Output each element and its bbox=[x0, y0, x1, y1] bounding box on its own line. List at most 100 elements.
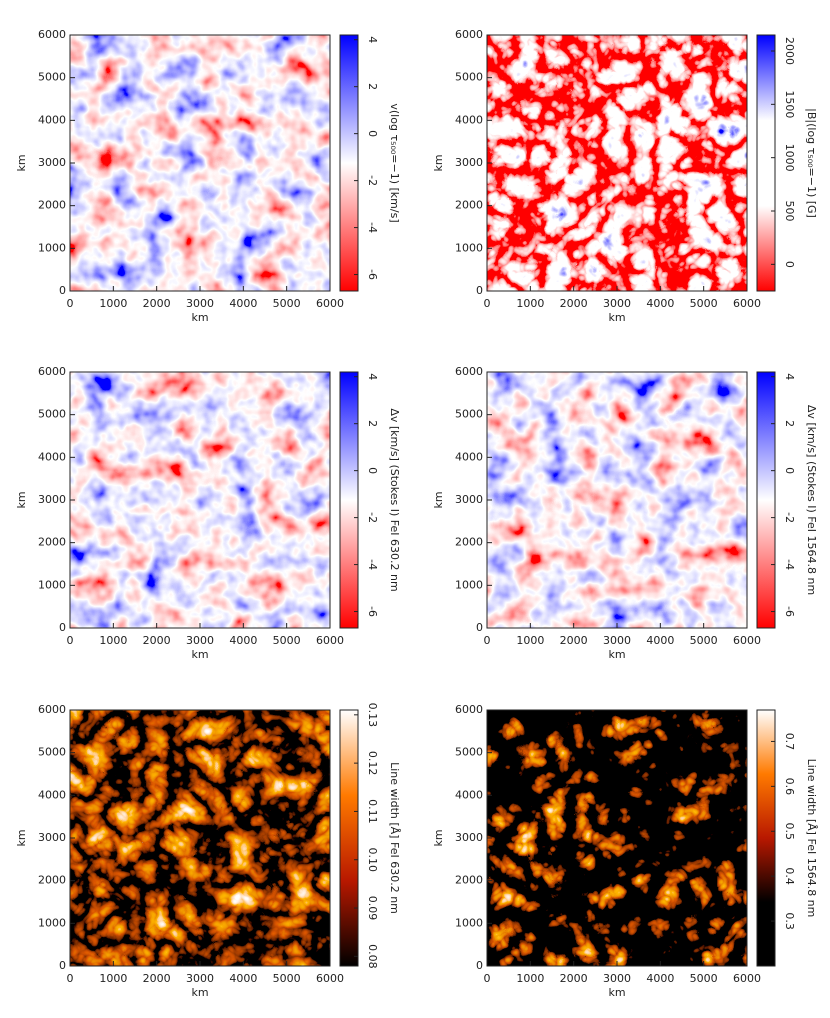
heatmap-image bbox=[487, 372, 747, 628]
x-tick-label: 5000 bbox=[273, 972, 301, 985]
colorbar-tick-label: 0 bbox=[783, 467, 796, 474]
y-axis-label: km bbox=[15, 154, 28, 171]
y-tick-label: 2000 bbox=[38, 874, 66, 887]
x-tick-label: 4000 bbox=[646, 972, 674, 985]
colorbar-tick-label: -4 bbox=[783, 559, 796, 570]
x-tick-label: 2000 bbox=[560, 634, 588, 647]
colorbar-tick-label: 2 bbox=[366, 420, 379, 427]
colorbar bbox=[339, 371, 359, 629]
y-tick-label: 6000 bbox=[38, 365, 66, 378]
y-tick-label: 3000 bbox=[455, 156, 483, 169]
colorbar-tick-label: 4 bbox=[366, 36, 379, 43]
colorbar-tick-label: 0.08 bbox=[366, 944, 379, 969]
colorbar-tick-label: 0.13 bbox=[366, 703, 379, 728]
y-axis-label: km bbox=[432, 154, 445, 171]
x-tick-label: 2000 bbox=[143, 972, 171, 985]
y-tick-label: 3000 bbox=[38, 493, 66, 506]
colorbar-label: Line width [Å] FeI 630.2 nm bbox=[388, 762, 401, 914]
y-tick-label: 6000 bbox=[455, 703, 483, 716]
colorbar-tick-label: 0.5 bbox=[783, 823, 796, 841]
x-tick-label: 3000 bbox=[186, 972, 214, 985]
x-tick-label: 3000 bbox=[186, 634, 214, 647]
y-tick-label: 1000 bbox=[38, 916, 66, 929]
colorbar-tick-label: -6 bbox=[366, 606, 379, 617]
y-tick-label: 1000 bbox=[455, 578, 483, 591]
y-tick-label: 3000 bbox=[455, 831, 483, 844]
y-axis-label: km bbox=[432, 491, 445, 508]
colorbar-tick-label: -4 bbox=[366, 222, 379, 233]
colorbar-tick-label: 1000 bbox=[783, 144, 796, 172]
colorbar-label: |B|(log τ₅₀₀=−1) [G] bbox=[805, 108, 818, 218]
x-tick-label: 4000 bbox=[646, 297, 674, 310]
y-axis-label: km bbox=[432, 829, 445, 846]
x-tick-label: 0 bbox=[484, 297, 491, 310]
y-tick-label: 1000 bbox=[38, 241, 66, 254]
x-tick-label: 5000 bbox=[273, 297, 301, 310]
x-tick-label: 1000 bbox=[516, 634, 544, 647]
x-tick-label: 4000 bbox=[229, 297, 257, 310]
colorbar-label: v(log τ₅₀₀=−1) [km/s] bbox=[388, 103, 401, 222]
x-tick-label: 6000 bbox=[733, 297, 761, 310]
y-tick-label: 5000 bbox=[455, 71, 483, 84]
colorbar-tick-label: 0.4 bbox=[783, 867, 796, 885]
heatmap-image bbox=[70, 35, 330, 291]
x-tick-label: 4000 bbox=[229, 972, 257, 985]
colorbar bbox=[756, 34, 776, 292]
colorbar bbox=[339, 34, 359, 292]
colorbar-tick-label: 0 bbox=[366, 130, 379, 137]
colorbar-tick-label: 0.3 bbox=[783, 912, 796, 930]
x-tick-label: 0 bbox=[67, 634, 74, 647]
colorbar-tick-label: 2 bbox=[366, 83, 379, 90]
colorbar-tick-label: 0 bbox=[783, 261, 796, 268]
y-tick-label: 2000 bbox=[455, 874, 483, 887]
x-tick-label: 5000 bbox=[690, 634, 718, 647]
x-tick-label: 3000 bbox=[603, 972, 631, 985]
y-tick-label: 2000 bbox=[455, 536, 483, 549]
x-axis-label: km bbox=[191, 986, 208, 999]
y-tick-label: 5000 bbox=[455, 408, 483, 421]
y-tick-label: 2000 bbox=[455, 199, 483, 212]
heatmap-image bbox=[70, 372, 330, 628]
colorbar-tick-label: -4 bbox=[366, 559, 379, 570]
x-tick-label: 2000 bbox=[143, 634, 171, 647]
y-tick-label: 0 bbox=[59, 284, 66, 297]
y-tick-label: 6000 bbox=[455, 28, 483, 41]
x-tick-label: 5000 bbox=[690, 972, 718, 985]
x-tick-label: 2000 bbox=[560, 972, 588, 985]
y-tick-label: 2000 bbox=[38, 536, 66, 549]
heatmap-image bbox=[487, 710, 747, 966]
y-tick-label: 0 bbox=[476, 284, 483, 297]
y-tick-label: 6000 bbox=[455, 365, 483, 378]
y-tick-label: 4000 bbox=[455, 113, 483, 126]
x-tick-label: 3000 bbox=[603, 634, 631, 647]
colorbar-tick-label: -6 bbox=[783, 606, 796, 617]
x-tick-label: 4000 bbox=[229, 634, 257, 647]
x-tick-label: 0 bbox=[67, 297, 74, 310]
heatmap-image bbox=[487, 35, 747, 291]
colorbar-tick-label: 4 bbox=[783, 373, 796, 380]
x-tick-label: 1000 bbox=[99, 297, 127, 310]
x-tick-label: 1000 bbox=[516, 972, 544, 985]
y-tick-label: 4000 bbox=[38, 788, 66, 801]
colorbar-label: Line width [Å] FeI 1564.8 nm bbox=[805, 759, 818, 918]
y-tick-label: 0 bbox=[59, 959, 66, 972]
colorbar-tick-label: -2 bbox=[366, 512, 379, 523]
colorbar-tick-label: 0.10 bbox=[366, 847, 379, 872]
colorbar bbox=[756, 709, 776, 967]
colorbar-tick-label: -6 bbox=[366, 269, 379, 280]
colorbar bbox=[756, 371, 776, 629]
colorbar-tick-label: -2 bbox=[783, 512, 796, 523]
x-tick-label: 0 bbox=[484, 972, 491, 985]
y-tick-label: 5000 bbox=[38, 71, 66, 84]
y-tick-label: 0 bbox=[59, 621, 66, 634]
colorbar-label: Δv [km/s] (Stokes I) FeI 1564.8 nm bbox=[805, 405, 818, 595]
x-tick-label: 1000 bbox=[99, 972, 127, 985]
x-tick-label: 1000 bbox=[516, 297, 544, 310]
x-tick-label: 0 bbox=[67, 972, 74, 985]
y-tick-label: 4000 bbox=[455, 450, 483, 463]
y-axis-label: km bbox=[15, 829, 28, 846]
x-tick-label: 6000 bbox=[316, 972, 344, 985]
colorbar-tick-label: 0.11 bbox=[366, 799, 379, 824]
x-axis-label: km bbox=[608, 986, 625, 999]
x-tick-label: 3000 bbox=[603, 297, 631, 310]
